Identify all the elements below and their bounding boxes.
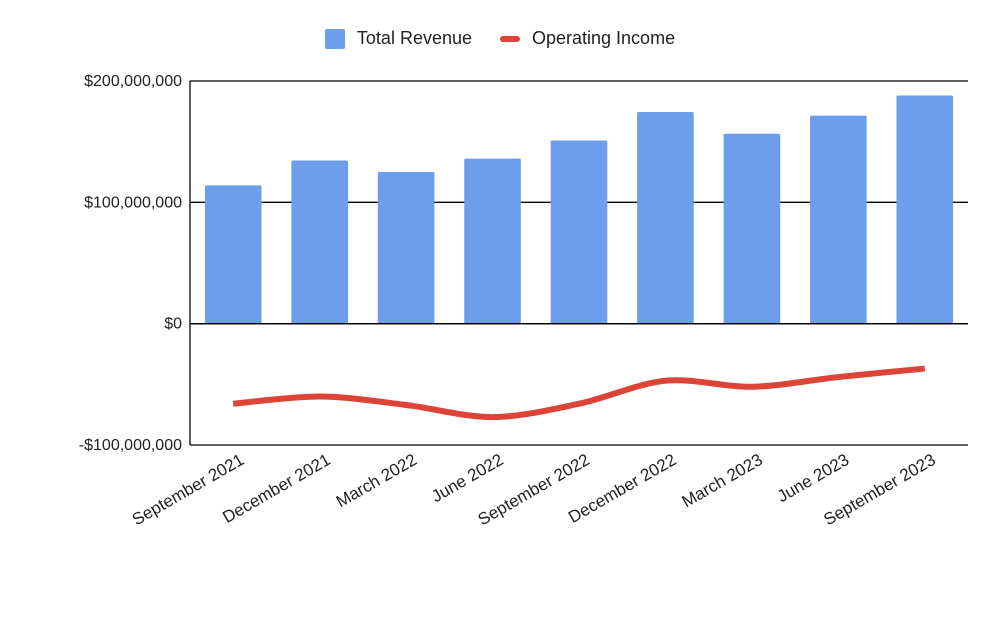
bar-total-revenue-september-2021[interactable] (204, 185, 262, 324)
legend-item-operating-income[interactable]: Operating Income (500, 28, 675, 49)
y-tick-labels: -$100,000,000 $0 $100,000,000 $200,000,000 (79, 73, 182, 454)
bar-total-revenue-march-2023[interactable] (723, 133, 781, 324)
bar-total-revenue-september-2022[interactable] (550, 140, 608, 324)
legend: Total Revenue Operating Income (0, 28, 1000, 49)
bar-total-revenue-march-2022[interactable] (377, 172, 435, 324)
y-tick-label: $0 (164, 316, 182, 333)
bar-total-revenue-june-2022[interactable] (464, 158, 521, 324)
x-tick-label-june-2023: June 2023 (774, 450, 852, 506)
bar-total-revenue-december-2021[interactable] (291, 160, 348, 324)
y-tick-label: -$100,000,000 (79, 437, 182, 454)
legend-swatch-total-revenue (324, 28, 345, 49)
y-tick-label: $100,000,000 (84, 194, 182, 211)
x-tick-label-march-2023: March 2023 (679, 450, 766, 511)
bar-total-revenue-june-2023[interactable] (810, 115, 867, 324)
x-tick-label-march-2022: March 2022 (333, 450, 420, 511)
legend-label-operating-income: Operating Income (532, 28, 676, 48)
x-tick-label-june-2022: June 2022 (428, 450, 506, 506)
legend-swatch-operating-income (500, 35, 520, 42)
bar-total-revenue-december-2022[interactable] (637, 111, 694, 324)
y-tick-label: $200,000,000 (84, 73, 182, 90)
line-operating-income[interactable] (232, 365, 926, 421)
legend-label-total-revenue: Total Revenue (356, 28, 472, 48)
axis-layer (189, 81, 968, 445)
bar-total-revenue-september-2023[interactable] (896, 95, 954, 324)
legend-item-total-revenue[interactable]: Total Revenue (324, 28, 472, 49)
line-layer (232, 365, 926, 421)
bar-layer (204, 95, 954, 324)
